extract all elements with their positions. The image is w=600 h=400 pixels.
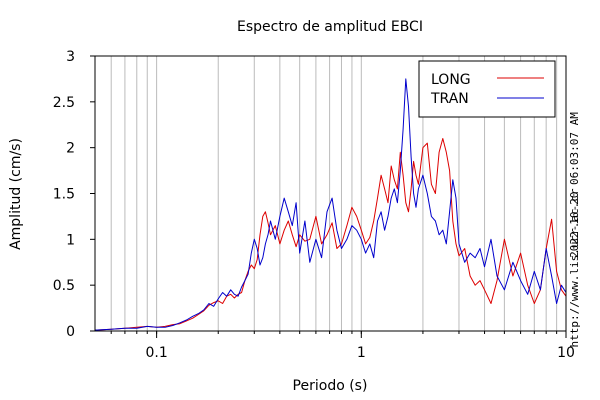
x-tick-label: 0.1	[145, 345, 167, 361]
legend-label-tran: TRAN	[430, 91, 469, 107]
x-tick-label: 10	[557, 345, 575, 361]
x-tick-label: 1	[357, 345, 366, 361]
y-tick-label: 3	[66, 49, 75, 65]
x-axis-label: Periodo (s)	[293, 378, 368, 394]
y-tick-label: 2.5	[53, 95, 75, 111]
legend: LONG TRAN	[418, 60, 556, 118]
timestamp-label: 2022-10-20 06:03:07 AM	[568, 112, 581, 258]
series-line-tran	[94, 78, 567, 331]
series-layer	[94, 78, 567, 331]
x-axis: 0.1 1 10	[110, 331, 575, 361]
y-axis-label: Amplitud (cm/s)	[8, 138, 24, 250]
source-url-label: http://www.lis.ucr.ac.cr	[568, 188, 581, 347]
legend-box	[418, 60, 556, 118]
y-tick-label: 2	[66, 141, 75, 157]
y-tick-label: 1	[66, 232, 75, 248]
y-tick-label: 0.5	[53, 278, 75, 294]
chart-title: Espectro de amplitud EBCI	[237, 19, 423, 35]
y-tick-label: 1.5	[53, 187, 75, 203]
series-line-long	[94, 138, 567, 331]
grid-lines	[110, 56, 558, 331]
y-tick-label: 0	[66, 324, 75, 340]
legend-label-long: LONG	[431, 72, 471, 88]
y-axis: 0 0.5 1 1.5 2 2.5 3	[53, 49, 95, 340]
